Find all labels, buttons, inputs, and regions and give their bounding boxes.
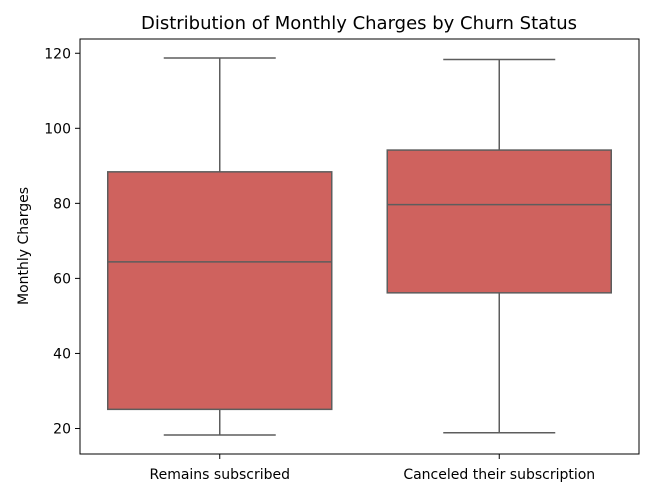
y-tick-label: 60 <box>53 271 71 287</box>
y-axis-label: Monthly Charges <box>16 187 32 305</box>
x-axis-ticks: Remains subscribed Canceled their subscri… <box>149 454 595 483</box>
x-tick-label: Remains subscribed <box>149 467 290 483</box>
x-tick-label: Canceled their subscription <box>403 467 595 483</box>
box-iqr <box>107 171 333 411</box>
y-tick-label: 80 <box>53 196 71 212</box>
y-tick-label: 100 <box>44 121 71 137</box>
y-tick-label: 120 <box>44 46 71 62</box>
y-tick-label: 20 <box>53 421 71 437</box>
y-tick-label: 40 <box>53 346 71 362</box>
box-plot-group <box>107 57 612 436</box>
plot-frame <box>79 38 640 455</box>
chart-title: Distribution of Monthly Charges by Churn… <box>141 13 577 34</box>
y-axis-ticks: 20 40 60 80 100 120 <box>44 46 80 437</box>
box-iqr <box>386 149 612 294</box>
